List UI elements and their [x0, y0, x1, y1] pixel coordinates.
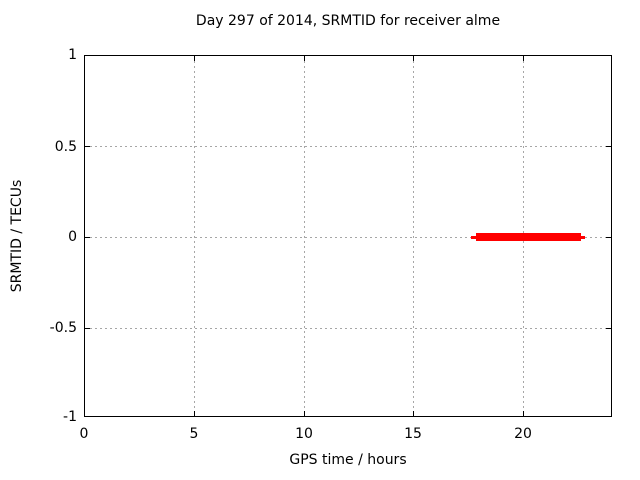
x-tick-mark-20-top	[523, 56, 524, 61]
y-tick-mark-neg0.5-right	[606, 328, 611, 329]
y-tick-label-0: 0	[68, 229, 77, 245]
data-line-segment	[476, 233, 581, 241]
x-tick-label-20: 20	[514, 426, 532, 442]
y-tick-mark-0.5-right	[606, 146, 611, 147]
chart-title: Day 297 of 2014, SRMTID for receiver alm…	[195, 13, 501, 29]
y-tick-mark-0.5-left	[85, 146, 90, 147]
y-tick-mark-0-left	[85, 237, 90, 238]
y-tick-label-neg0.5: -0.5	[49, 320, 77, 336]
x-axis-title: GPS time / hours	[289, 452, 407, 468]
x-tick-label-0: 0	[79, 426, 89, 442]
gridline-x-5	[194, 56, 195, 416]
y-tick-label-1: 1	[68, 47, 77, 63]
data-line-segment-right-cap	[581, 236, 585, 239]
gridline-y-0.5	[85, 146, 611, 147]
gridline-x-15	[413, 56, 414, 416]
y-tick-mark-0-right	[606, 237, 611, 238]
data-line-segment-left-cap	[471, 236, 476, 239]
y-tick-label-0.5: 0.5	[54, 139, 77, 155]
x-tick-mark-10-top	[304, 56, 305, 61]
gridline-y-0	[85, 237, 611, 238]
x-tick-label-5: 5	[189, 426, 199, 442]
y-tick-label-neg1: -1	[63, 409, 77, 425]
gridline-x-10	[304, 56, 305, 416]
gridline-y-neg0.5	[85, 328, 611, 329]
x-tick-label-10: 10	[295, 426, 313, 442]
x-tick-mark-5-top	[194, 56, 195, 61]
x-tick-mark-15-bottom	[413, 411, 414, 416]
x-tick-mark-5-bottom	[194, 411, 195, 416]
x-tick-mark-10-bottom	[304, 411, 305, 416]
x-tick-mark-15-top	[413, 56, 414, 61]
x-tick-mark-20-bottom	[523, 411, 524, 416]
y-tick-mark-neg0.5-left	[85, 328, 90, 329]
x-tick-label-15: 15	[404, 426, 422, 442]
